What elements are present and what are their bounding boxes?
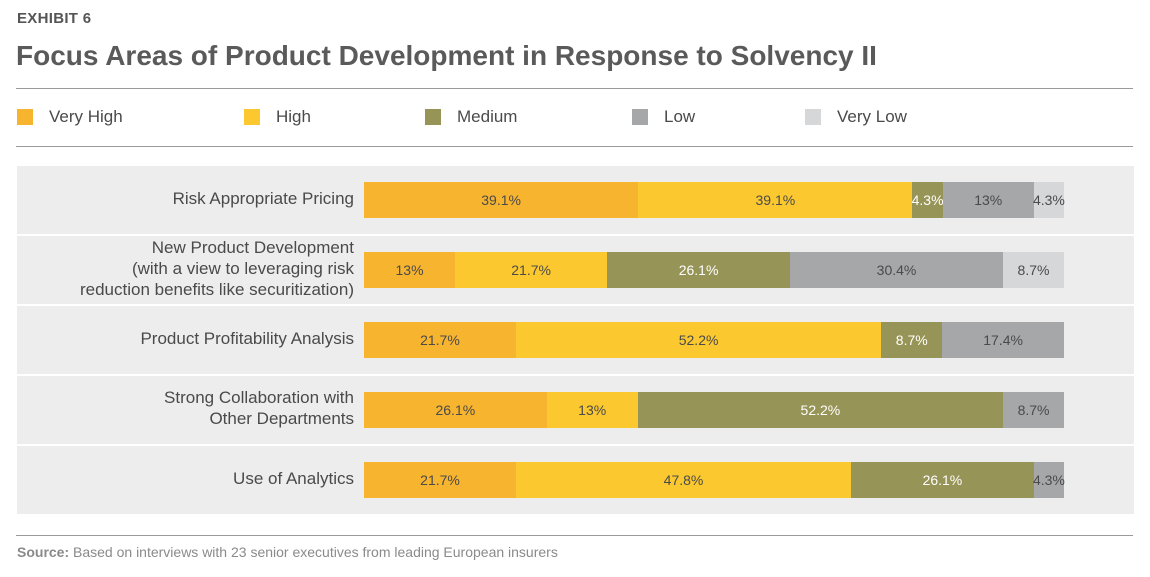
- bar-segment: 4.3%: [1032, 462, 1065, 498]
- category-label-line: (with a view to leveraging risk: [131, 258, 354, 278]
- legend-swatch: [17, 109, 33, 125]
- category-label-line: Strong Collaboration with: [164, 388, 354, 407]
- source-prefix: Source:: [17, 544, 70, 560]
- category-label-line: New Product Development: [151, 237, 354, 257]
- bar-segment: 8.7%: [1003, 252, 1064, 288]
- legend-swatch: [632, 109, 648, 125]
- data-label: 4.3%: [1032, 192, 1065, 208]
- chart-title: Focus Areas of Product Development in Re…: [16, 40, 877, 71]
- bar-segment: 47.8%: [516, 462, 851, 498]
- bar-segment: 52.2%: [637, 392, 1004, 428]
- data-label: 30.4%: [876, 262, 917, 278]
- source-divider: [16, 535, 1133, 536]
- legend-item-3: Low: [632, 107, 695, 127]
- exhibit-label: EXHIBIT 6: [17, 10, 92, 27]
- legend-label: Low: [664, 107, 696, 126]
- legend-item-0: Very High: [17, 107, 123, 127]
- category-label: New Product Development (with a view to l…: [14, 237, 354, 300]
- data-label: 13%: [395, 262, 424, 278]
- bar-segment: 8.7%: [1003, 392, 1064, 428]
- bar-segment: 26.1%: [607, 252, 791, 288]
- data-label: 8.7%: [1017, 402, 1050, 418]
- data-label: 21.7%: [420, 472, 460, 488]
- legend-item-4: Very Low: [805, 107, 907, 127]
- category-label-line: Other Departments: [209, 409, 354, 428]
- category-label-line: Product Profitability Analysis: [140, 328, 354, 348]
- legend-label: High: [276, 107, 311, 126]
- data-label: 39.1%: [481, 192, 521, 208]
- data-label: 21.7%: [511, 262, 551, 278]
- category-label: Use of Analytics: [14, 468, 354, 489]
- category-label-line: Use of Analytics: [233, 468, 354, 488]
- bar-segment: 13%: [364, 252, 456, 288]
- legend-item-2: Medium: [425, 107, 517, 127]
- data-label: 8.7%: [895, 332, 928, 348]
- legend-swatch: [425, 109, 441, 125]
- data-label: 47.8%: [663, 472, 704, 488]
- category-label-line: Risk Appropriate Pricing: [172, 188, 354, 208]
- source-note: Source: Based on interviews with 23 seni…: [17, 544, 558, 560]
- bar-segment: 21.7%: [364, 322, 516, 358]
- bar-segment: 4.3%: [911, 182, 944, 218]
- data-label: 52.2%: [800, 402, 841, 418]
- data-label: 52.2%: [678, 332, 719, 348]
- data-label: 4.3%: [911, 192, 944, 208]
- data-label: 39.1%: [755, 192, 796, 208]
- data-label: 26.1%: [922, 472, 963, 488]
- bar-segment: 26.1%: [850, 462, 1034, 498]
- bar-segment: 21.7%: [455, 252, 608, 288]
- legend-swatch: [805, 109, 821, 125]
- bar-segment: 39.1%: [364, 182, 639, 218]
- legend-swatch: [244, 109, 260, 125]
- bar-segment: 17.4%: [942, 322, 1064, 358]
- bar-segment: 13%: [546, 392, 638, 428]
- data-label: 21.7%: [420, 332, 460, 348]
- data-label: 13%: [578, 402, 607, 418]
- data-label: 26.1%: [435, 402, 476, 418]
- bar-segment: 8.7%: [881, 322, 943, 358]
- source-text: Based on interviews with 23 senior execu…: [73, 544, 558, 560]
- bar-segment: 39.1%: [638, 182, 913, 218]
- legend-label: Very Low: [837, 107, 907, 126]
- bar-segment: 52.2%: [515, 322, 882, 358]
- category-label: Strong Collaboration with Other Departmen…: [14, 387, 354, 429]
- legend-item-1: High: [244, 107, 311, 127]
- legend-label: Very High: [49, 107, 123, 126]
- data-label: 8.7%: [1017, 262, 1050, 278]
- bar-segment: 26.1%: [364, 392, 547, 428]
- bar-segment: 30.4%: [790, 252, 1004, 288]
- data-label: 17.4%: [983, 332, 1023, 348]
- category-label: Product Profitability Analysis: [14, 328, 354, 349]
- bar-segment: 21.7%: [364, 462, 517, 498]
- legend-divider: [16, 146, 1133, 147]
- legend-label: Medium: [457, 107, 518, 126]
- bar-segment: 13%: [942, 182, 1034, 218]
- data-label: 13%: [974, 192, 1003, 208]
- data-label: 26.1%: [678, 262, 719, 278]
- category-label: Risk Appropriate Pricing: [14, 188, 354, 209]
- title-divider: [16, 88, 1133, 89]
- category-label-line: reduction benefits like securitization): [79, 279, 354, 299]
- bar-segment: 4.3%: [1032, 182, 1065, 218]
- data-label: 4.3%: [1032, 472, 1065, 488]
